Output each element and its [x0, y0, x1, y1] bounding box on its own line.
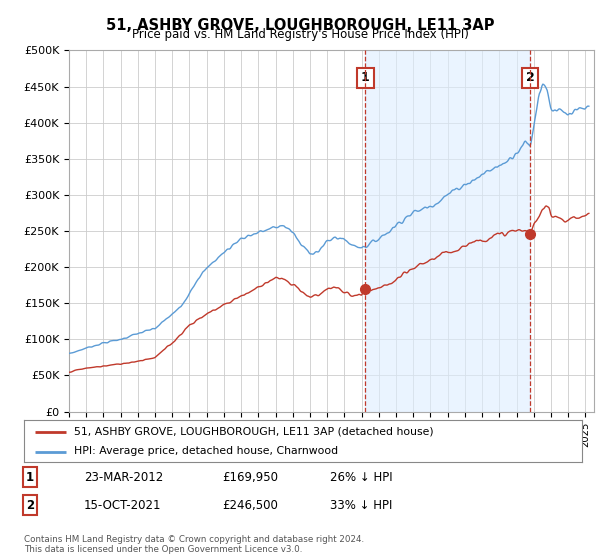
Text: Price paid vs. HM Land Registry's House Price Index (HPI): Price paid vs. HM Land Registry's House …	[131, 28, 469, 41]
Text: 33% ↓ HPI: 33% ↓ HPI	[330, 498, 392, 512]
Text: £246,500: £246,500	[222, 498, 278, 512]
Text: HPI: Average price, detached house, Charnwood: HPI: Average price, detached house, Char…	[74, 446, 338, 456]
Text: 2: 2	[526, 71, 535, 85]
Text: 2: 2	[26, 498, 34, 512]
Text: 51, ASHBY GROVE, LOUGHBOROUGH, LE11 3AP: 51, ASHBY GROVE, LOUGHBOROUGH, LE11 3AP	[106, 18, 494, 33]
Bar	[365, 50, 530, 412]
Text: £169,950: £169,950	[222, 470, 278, 484]
Text: 15-OCT-2021: 15-OCT-2021	[84, 498, 161, 512]
Text: 1: 1	[361, 71, 370, 85]
Text: Contains HM Land Registry data © Crown copyright and database right 2024.
This d: Contains HM Land Registry data © Crown c…	[24, 535, 364, 554]
Text: 1: 1	[26, 470, 34, 484]
Text: 51, ASHBY GROVE, LOUGHBOROUGH, LE11 3AP (detached house): 51, ASHBY GROVE, LOUGHBOROUGH, LE11 3AP …	[74, 427, 434, 437]
Text: 23-MAR-2012: 23-MAR-2012	[84, 470, 163, 484]
Text: 26% ↓ HPI: 26% ↓ HPI	[330, 470, 392, 484]
